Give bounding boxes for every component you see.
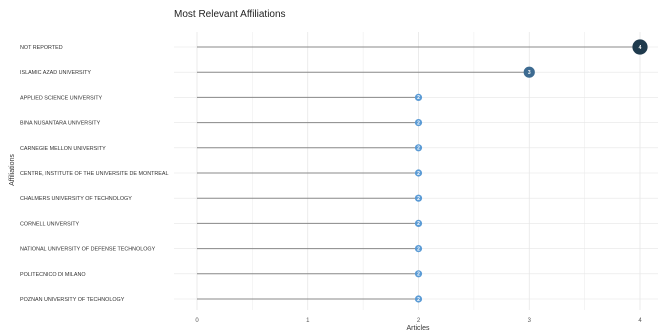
y-axis-label: Affiliations xyxy=(9,154,16,186)
data-point xyxy=(414,219,423,227)
data-point xyxy=(632,39,648,55)
data-point xyxy=(523,66,535,78)
data-point xyxy=(414,93,423,101)
stems xyxy=(197,46,640,300)
data-point xyxy=(414,144,423,152)
y-tick-label: CENTRE, INSTITUTE OF THE UNIVERSITE DE M… xyxy=(20,171,168,177)
y-tick-label: CORNELL UNIVERSITY xyxy=(20,221,80,227)
y-tick-label: NATIONAL UNIVERSITY OF DEFENSE TECHNOLOG… xyxy=(20,247,156,253)
data-point xyxy=(414,169,423,177)
data-label: 2 xyxy=(417,146,420,152)
data-point xyxy=(414,295,423,303)
y-tick-label: ISLAMIC AZAD UNIVERSITY xyxy=(20,70,91,76)
y-tick-label: APPLIED SCIENCE UNIVERSITY xyxy=(20,95,102,101)
y-tick-label: BINA NUSANTARA UNIVERSITY xyxy=(20,121,101,127)
data-label: 2 xyxy=(417,297,420,303)
chart-title: Most Relevant Affiliations xyxy=(174,9,286,20)
data-label: 2 xyxy=(417,171,420,177)
data-label: 2 xyxy=(417,120,420,126)
x-axis-label: Articles xyxy=(407,325,430,332)
data-label: 4 xyxy=(639,45,642,51)
y-tick-label: NOT REPORTED xyxy=(20,45,63,51)
x-tick-label: 3 xyxy=(528,318,532,324)
data-label: 2 xyxy=(417,95,420,101)
data-label: 2 xyxy=(417,272,420,278)
data-point xyxy=(414,119,423,127)
data-point xyxy=(414,194,423,202)
y-tick-labels: NOT REPORTED ISLAMIC AZAD UNIVERSITY APPLI… xyxy=(20,45,168,303)
x-tick-label: 0 xyxy=(195,318,199,324)
y-tick-label: CHALMERS UNIVERSITY OF TECHNOLOGY xyxy=(20,196,132,202)
data-point xyxy=(414,245,423,253)
points: 4 3 2 2 2 2 2 2 2 2 2 xyxy=(414,39,648,303)
data-label: 2 xyxy=(417,246,420,252)
x-tick-labels: 0 1 2 3 4 xyxy=(195,318,642,324)
y-tick-label: CARNEGIE MELLON UNIVERSITY xyxy=(20,146,106,152)
data-label: 3 xyxy=(528,70,531,76)
x-tick-label: 4 xyxy=(638,318,642,324)
y-tick-label: POZNAN UNIVERSITY OF TECHNOLOGY xyxy=(20,297,125,303)
data-label: 2 xyxy=(417,221,420,227)
data-point xyxy=(414,270,423,278)
y-tick-label: POLITECNICO DI MILANO xyxy=(20,272,86,278)
x-tick-label: 1 xyxy=(306,318,310,324)
x-tick-label: 2 xyxy=(417,318,421,324)
data-label: 2 xyxy=(417,196,420,202)
